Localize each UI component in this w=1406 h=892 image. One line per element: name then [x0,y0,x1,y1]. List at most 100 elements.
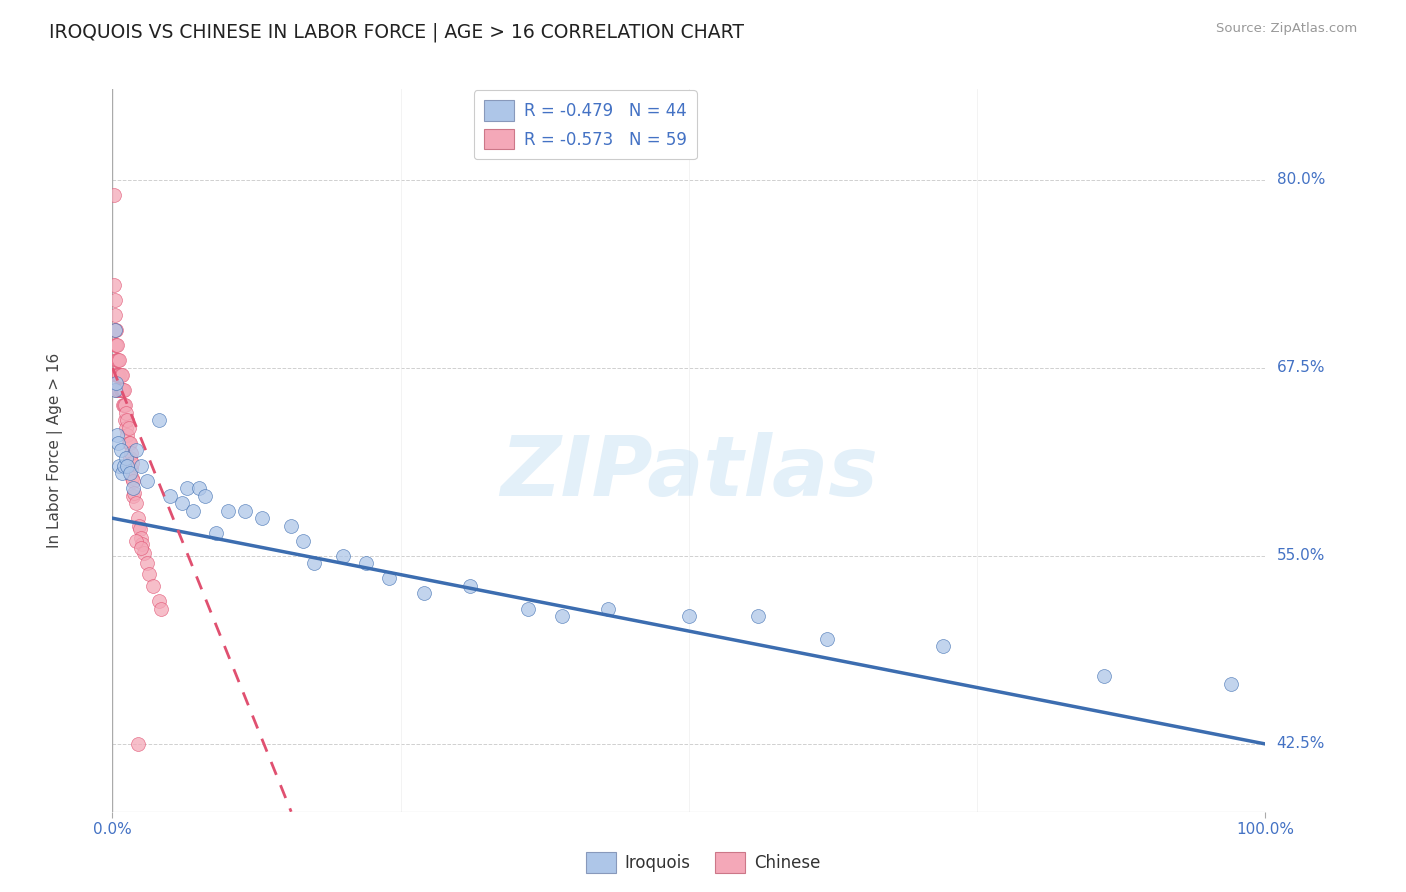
Point [117,436,139,450]
Point [122,481,145,495]
Point [108,368,131,383]
Point [111,466,134,480]
Point [931,639,953,653]
Point [111,384,134,398]
Point [104,338,127,352]
Point [104,323,127,337]
Point [121,456,143,470]
Point [103,277,125,292]
Point [129,458,153,473]
Point [107,436,129,450]
Point [120,461,142,475]
Point [110,384,132,398]
Point [127,737,149,751]
Point [104,293,127,307]
Point [129,531,153,545]
Point [105,353,128,368]
Point [516,601,538,615]
Point [354,557,377,571]
Point [124,485,146,500]
Point [120,446,142,460]
Point [107,353,129,368]
Point [252,511,274,525]
Point [104,323,127,337]
Point [124,496,146,510]
Point [117,428,139,442]
Point [104,323,127,337]
Point [280,518,302,533]
Point [747,609,769,624]
Point [1092,669,1115,683]
Point [181,503,204,517]
Point [122,489,145,503]
Point [121,470,143,484]
Point [128,518,150,533]
Text: IROQUOIS VS CHINESE IN LABOR FORCE | AGE > 16 CORRELATION CHART: IROQUOIS VS CHINESE IN LABOR FORCE | AGE… [49,22,744,42]
Point [332,549,354,563]
Point [136,474,159,488]
Point [129,541,153,556]
Point [110,368,132,383]
Point [142,579,165,593]
Point [118,436,141,450]
Point [217,503,239,517]
Point [108,353,131,368]
Point [107,384,129,398]
Point [205,526,228,541]
Point [107,368,129,383]
Point [148,413,170,427]
Point [129,522,152,536]
Point [194,489,217,503]
Point [378,571,401,585]
Point [117,421,139,435]
Point [124,533,146,548]
Point [104,353,127,368]
Point [114,413,136,427]
Point [112,384,135,398]
Legend: R = -0.479   N = 44, R = -0.573   N = 59: R = -0.479 N = 44, R = -0.573 N = 59 [474,90,696,160]
Point [104,338,127,352]
Point [103,187,125,202]
Point [136,557,159,571]
Point [122,474,145,488]
Text: 80.0%: 80.0% [1277,172,1324,187]
Point [458,579,481,593]
Point [170,496,193,510]
Point [104,376,127,390]
Point [104,308,127,322]
Point [115,421,138,435]
Point [117,458,139,473]
Point [117,413,139,427]
Point [291,533,314,548]
Text: 67.5%: 67.5% [1277,360,1324,376]
Point [188,481,211,495]
Point [104,368,127,383]
Point [112,458,135,473]
Point [104,384,127,398]
Text: 42.5%: 42.5% [1277,737,1324,751]
Point [111,384,134,398]
Point [105,428,128,442]
Point [124,443,146,458]
Point [111,368,134,383]
Point [233,503,256,517]
Point [598,601,620,615]
Point [105,368,128,383]
Point [108,384,131,398]
Point [1219,677,1241,691]
Point [678,609,700,624]
Point [108,458,131,473]
Point [176,481,198,495]
Point [118,450,141,465]
Point [148,594,170,608]
Text: In Labor Force | Age > 16: In Labor Force | Age > 16 [46,353,63,548]
Point [114,398,136,412]
Point [112,398,135,412]
Text: ZIPatlas: ZIPatlas [501,432,877,513]
Point [815,632,838,646]
Point [138,566,160,581]
Point [127,511,149,525]
Point [104,384,127,398]
Point [105,338,128,352]
Point [304,557,326,571]
